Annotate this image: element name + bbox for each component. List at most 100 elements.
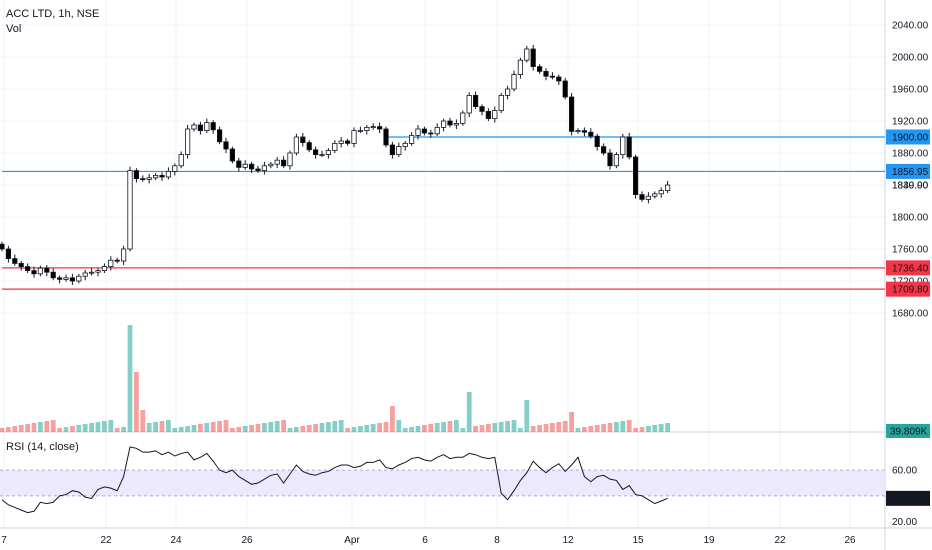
candle-up xyxy=(652,193,658,197)
candle-up xyxy=(293,136,300,154)
volume-bar xyxy=(646,426,651,432)
rsi-label: RSI (14, close) xyxy=(6,441,79,453)
candle-down xyxy=(216,129,223,143)
volume-bar xyxy=(6,427,11,432)
volume-bar xyxy=(473,426,478,432)
volume-bar xyxy=(76,425,82,432)
volume-bar xyxy=(434,423,440,432)
candle-up xyxy=(364,127,370,132)
volume-label: Vol xyxy=(6,23,22,35)
candle-up xyxy=(146,177,152,180)
volume-bar xyxy=(492,423,498,432)
volume-bar xyxy=(415,426,421,432)
volume-bar xyxy=(370,424,376,432)
candle-down xyxy=(114,259,120,262)
rsi-pane xyxy=(0,446,885,514)
candle-up xyxy=(357,130,364,133)
candle-up xyxy=(191,124,197,130)
volume-bar xyxy=(639,427,645,432)
volume-bar xyxy=(153,422,158,432)
candle-up xyxy=(108,259,114,268)
candle-down xyxy=(537,66,543,72)
candle-down xyxy=(229,148,235,162)
volume-bar xyxy=(390,406,395,432)
candle-down xyxy=(594,135,600,147)
volume-bar xyxy=(620,421,626,432)
x-tick-label: 22 xyxy=(774,535,786,546)
candle-down xyxy=(626,136,632,158)
candle-down xyxy=(633,156,639,195)
volume-bar xyxy=(172,428,178,432)
y-tick-label: 1680.00 xyxy=(892,309,929,320)
volume-bar xyxy=(255,424,261,432)
candle-up xyxy=(440,120,447,128)
candle-down xyxy=(581,130,588,133)
volume-bar xyxy=(607,423,613,432)
volume-bar xyxy=(633,428,638,432)
volume-bar xyxy=(236,427,242,432)
x-tick-label: 22 xyxy=(100,535,112,546)
volume-bar xyxy=(223,420,229,432)
volume-bar xyxy=(262,423,267,432)
candle-down xyxy=(344,140,351,144)
volume-bar xyxy=(454,420,459,432)
candle-down xyxy=(5,248,11,260)
y-tick-label: 1800.00 xyxy=(892,213,929,224)
candle-up xyxy=(127,170,133,250)
candle-up xyxy=(204,122,210,131)
candle-up xyxy=(645,195,652,200)
volume-bar xyxy=(396,420,402,432)
x-tick-label: 26 xyxy=(844,535,856,546)
candle-up xyxy=(524,48,530,61)
volume-bar xyxy=(422,425,427,432)
candle-down xyxy=(159,174,165,178)
candle-down xyxy=(18,262,24,267)
candle-up xyxy=(242,163,248,168)
volume-bar xyxy=(191,425,197,432)
candle-up xyxy=(184,128,191,156)
candle-up xyxy=(504,88,511,96)
candle-up xyxy=(37,267,44,275)
volume-bar xyxy=(652,425,658,432)
x-tick-label: 15 xyxy=(632,535,644,546)
candle-up xyxy=(261,165,268,172)
candle-down xyxy=(543,71,549,77)
volume-bar xyxy=(300,426,306,432)
volume-bar xyxy=(38,422,43,432)
candle-down xyxy=(428,132,434,135)
volume-bar xyxy=(543,424,549,432)
candle-up xyxy=(517,59,524,76)
candle-up xyxy=(121,248,127,262)
y-tick-label: 1880.00 xyxy=(892,149,929,160)
price-label-bg xyxy=(886,129,930,145)
volume-bar xyxy=(294,427,299,432)
candle-down xyxy=(530,48,536,68)
candle-down xyxy=(300,136,306,143)
candle-up xyxy=(408,134,415,144)
volume-bar xyxy=(114,428,120,432)
y-tick-label: 1920.00 xyxy=(892,117,929,128)
rsi-band xyxy=(0,470,885,496)
volume-bar xyxy=(178,427,184,432)
x-tick-label: 12 xyxy=(562,535,574,546)
rsi-tick-label: 20.00 xyxy=(892,517,917,528)
volume-bar xyxy=(319,423,325,432)
candle-up xyxy=(370,126,376,128)
x-tick-label: 8 xyxy=(494,535,500,546)
volume-bar xyxy=(63,427,69,432)
candle-up xyxy=(434,127,440,135)
volume-bar xyxy=(575,428,581,432)
volume-label-bg xyxy=(886,424,930,438)
volume-bar xyxy=(626,420,632,432)
candle-up xyxy=(415,128,421,136)
candle-down xyxy=(562,80,568,98)
volume-bar xyxy=(242,426,248,432)
candle-down xyxy=(69,277,75,282)
candle-up xyxy=(287,152,293,167)
candles xyxy=(0,45,671,285)
volume-bar xyxy=(537,425,542,432)
candle-down xyxy=(447,120,453,126)
candle-down xyxy=(12,258,18,264)
